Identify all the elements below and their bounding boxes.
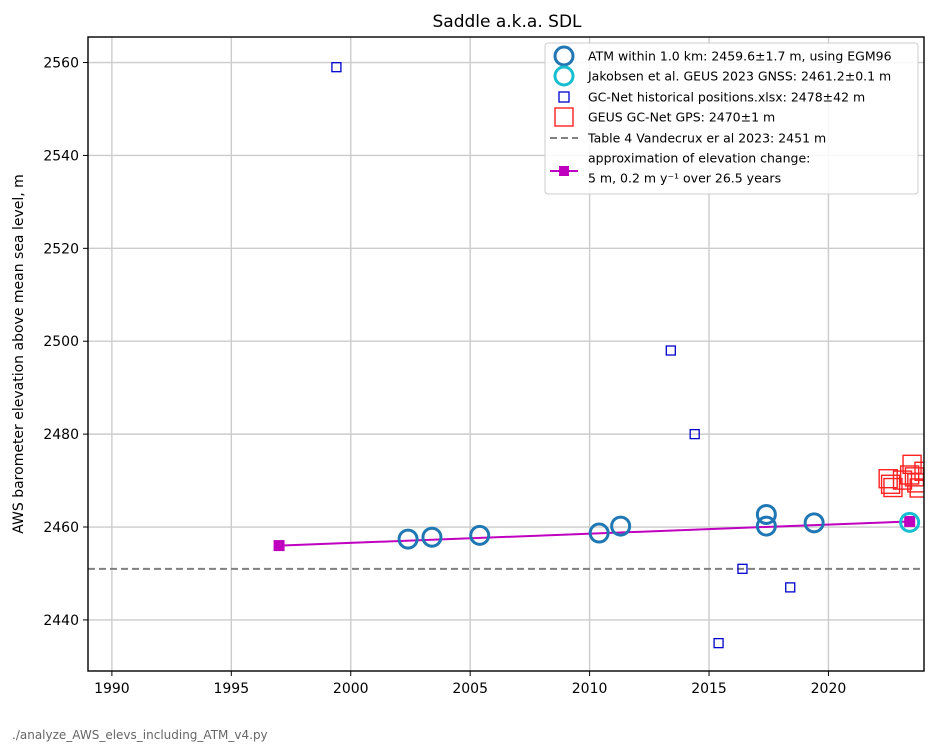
y-tick-label: 2540 bbox=[43, 148, 79, 164]
chart-title: Saddle a.k.a. SDL bbox=[432, 12, 582, 32]
x-tick-label: 2005 bbox=[452, 681, 488, 697]
x-tick-label: 2010 bbox=[572, 681, 608, 697]
y-tick-label: 2480 bbox=[43, 427, 79, 443]
geus-gps-legend-marker bbox=[554, 107, 574, 127]
atm-point bbox=[610, 515, 632, 537]
plot-frame bbox=[87, 36, 925, 672]
gcnet-historical-legend-marker bbox=[558, 91, 570, 103]
x-tick-label: 2015 bbox=[691, 681, 727, 697]
y-axis-label: AWS barometer elevation above mean sea l… bbox=[11, 174, 27, 534]
geus_gps-legend-label: GEUS GC-Net GPS: 2470±1 m bbox=[588, 110, 775, 125]
approx-legend-label: approximation of elevation change: bbox=[588, 151, 810, 166]
data-marks bbox=[273, 62, 924, 649]
gcnet-historical-point bbox=[713, 637, 724, 649]
x-tick-label: 2020 bbox=[811, 681, 847, 697]
y-tick-label: 2520 bbox=[43, 241, 79, 257]
y-tick-label: 2500 bbox=[43, 334, 79, 350]
atm-point bbox=[755, 515, 777, 537]
atm-point bbox=[755, 503, 777, 525]
approximation-point bbox=[273, 540, 285, 552]
gcnet-historical-point bbox=[331, 62, 342, 73]
approx-legend-label-line2: 5 m, 0.2 m y⁻¹ over 26.5 years bbox=[588, 171, 781, 186]
table4-legend-label: Table 4 Vandecrux er al 2023: 2451 m bbox=[587, 131, 826, 146]
atm-point bbox=[469, 524, 491, 546]
geus-gps-point bbox=[907, 473, 924, 493]
script-filename: ./analyze_AWS_elevs_including_ATM_v4.py bbox=[12, 728, 268, 742]
y-tick-label: 2440 bbox=[43, 613, 79, 629]
gcnet-historical-point bbox=[689, 428, 700, 440]
y-tick-label: 2460 bbox=[43, 520, 79, 536]
x-tick-label: 2000 bbox=[333, 681, 369, 697]
gcnet_hist-legend-label: GC-Net historical positions.xlsx: 2478±4… bbox=[588, 90, 865, 105]
gcnet-historical-point bbox=[737, 563, 748, 574]
atm-legend-label: ATM within 1.0 km: 2459.6±1.7 m, using E… bbox=[588, 49, 892, 64]
gcnet-historical-point bbox=[665, 345, 676, 356]
y-tick-label: 2560 bbox=[43, 56, 79, 72]
legend: ATM within 1.0 km: 2459.6±1.7 m, using E… bbox=[544, 42, 919, 195]
jakobsen-legend-label: Jakobsen et al. GEUS 2023 GNSS: 2461.2±0… bbox=[587, 69, 891, 84]
approximation-legend-marker bbox=[559, 166, 569, 176]
atm-point bbox=[397, 528, 419, 550]
atm-point bbox=[421, 526, 443, 548]
atm-legend-marker bbox=[553, 45, 575, 67]
atm-point bbox=[803, 512, 825, 534]
x-tick-label: 1990 bbox=[94, 681, 130, 697]
jakobsen-legend-marker bbox=[553, 65, 575, 87]
geus-gps-point bbox=[914, 461, 924, 481]
legend-box bbox=[544, 42, 919, 195]
x-tick-label: 1995 bbox=[213, 681, 249, 697]
gcnet-historical-point bbox=[785, 582, 796, 593]
geus-gps-point bbox=[880, 474, 901, 494]
geus-gps-point bbox=[909, 478, 924, 498]
jakobsen-point bbox=[899, 511, 921, 533]
axes: 1990 1995 2000 2005 2010 2015 2020 2440 2460 2480… bbox=[43, 36, 925, 697]
approximation-point bbox=[904, 515, 916, 527]
atm-point bbox=[588, 522, 610, 544]
